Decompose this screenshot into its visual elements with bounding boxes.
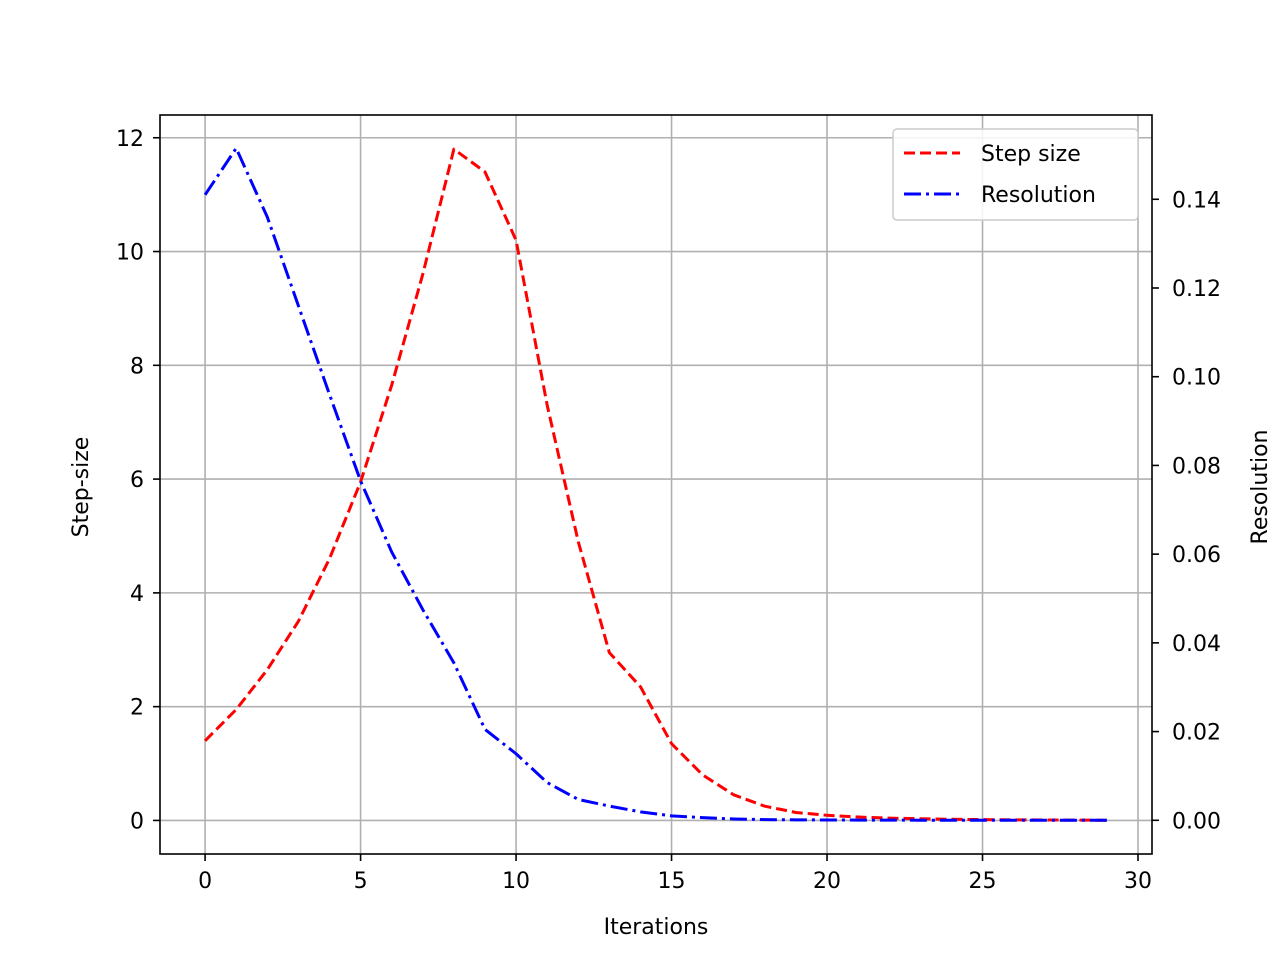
series-line-resolution: [203, 146, 1107, 822]
y-tick-label: 2: [130, 696, 144, 721]
legend-label-step-size: Step size: [981, 142, 1081, 167]
x-tick-label: 25: [969, 869, 997, 894]
y2-tick-label: 0.00: [1172, 809, 1221, 834]
x-axis-label: Iterations: [604, 915, 709, 940]
y2-tick-label: 0.06: [1172, 543, 1221, 568]
x-tick-label: 30: [1124, 869, 1152, 894]
y2-tick-label: 0.04: [1172, 632, 1221, 657]
x-tick-label: 10: [502, 869, 530, 894]
ticks: 0 5 10 15 20 25 30 0 2 4 6 8 10 12 0.00 0.02 0.04 0.06 0.0…: [116, 127, 1221, 894]
series-layer: [203, 146, 1107, 822]
y2-axis-label: Resolution: [1248, 430, 1273, 545]
y2-tick-label: 0.08: [1172, 454, 1221, 479]
y-tick-label: 4: [130, 582, 144, 607]
y-axis-label: Step-size: [69, 437, 94, 538]
plot-frame: [159, 114, 1153, 855]
x-tick-label: 20: [813, 869, 841, 894]
legend-label-resolution: Resolution: [981, 183, 1096, 208]
y-tick-label: 12: [116, 127, 144, 152]
y-tick-label: 6: [130, 468, 144, 493]
y-tick-label: 8: [130, 354, 144, 379]
x-tick-label: 0: [198, 869, 212, 894]
y-tick-label: 0: [130, 809, 144, 834]
y-tick-label: 10: [116, 241, 144, 266]
x-tick-label: 5: [354, 869, 368, 894]
legend: Step size Resolution: [892, 128, 1139, 221]
y2-tick-label: 0.10: [1172, 366, 1221, 391]
x-tick-label: 15: [658, 869, 686, 894]
y2-tick-label: 0.14: [1172, 188, 1221, 213]
y2-tick-label: 0.12: [1172, 277, 1221, 302]
y2-tick-label: 0.02: [1172, 721, 1221, 746]
